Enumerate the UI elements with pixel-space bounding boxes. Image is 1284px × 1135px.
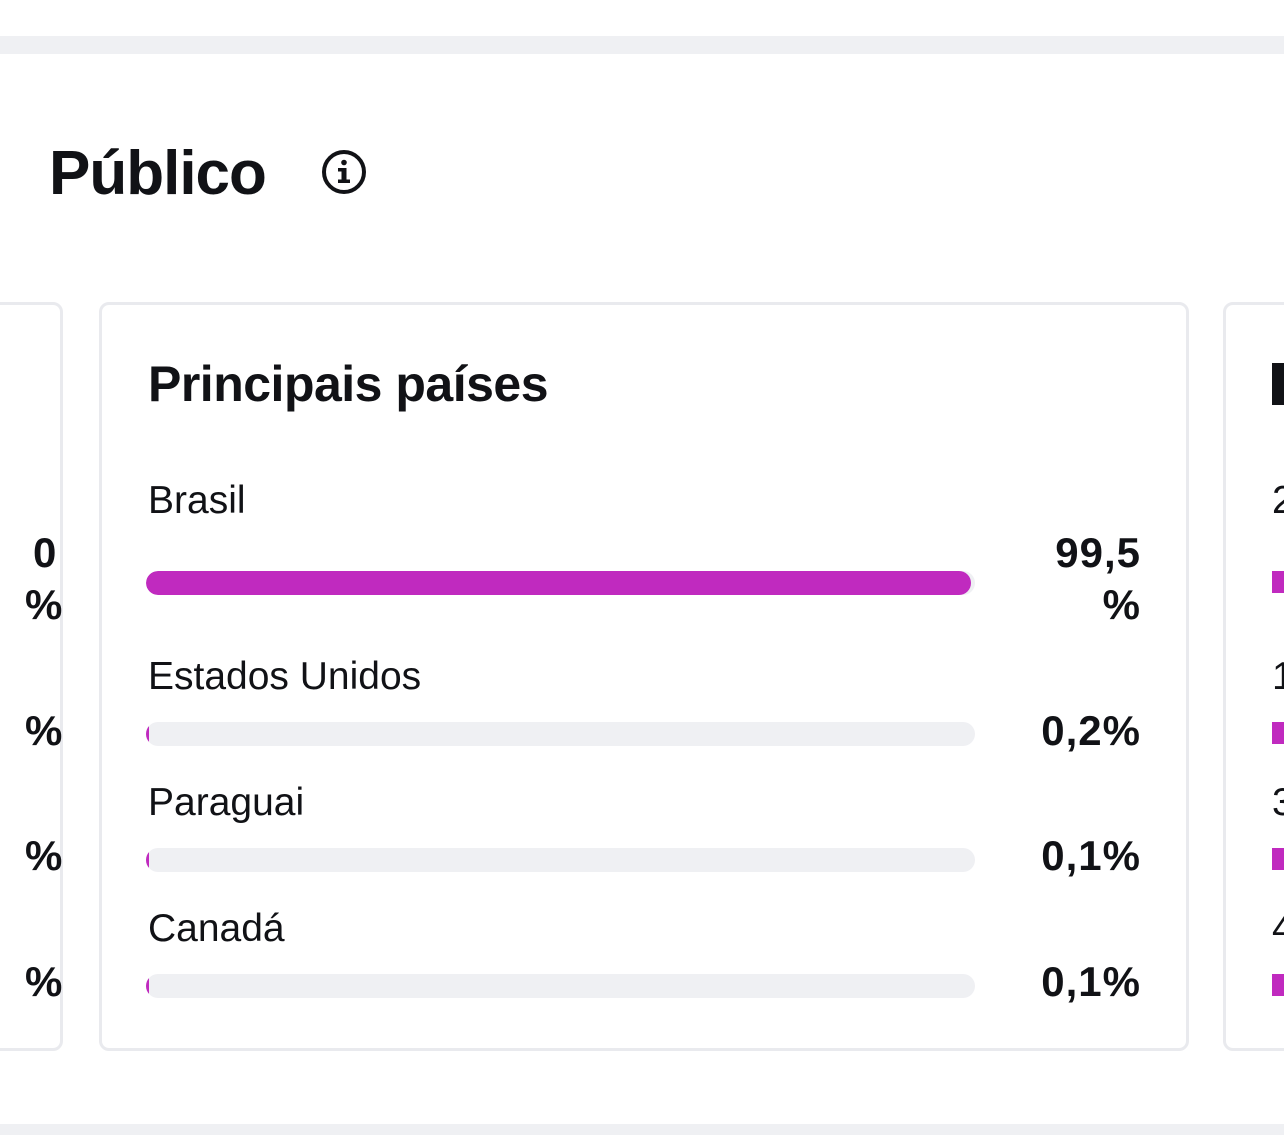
progress-fill	[146, 571, 971, 595]
previous-card: 0 % % % %	[0, 302, 63, 1051]
progress-bar	[146, 848, 975, 872]
fragment-text: 1	[1272, 655, 1284, 698]
progress-fill	[146, 848, 149, 872]
fragment-text: %	[25, 707, 63, 754]
fragment-text: %	[25, 958, 63, 1005]
fragment-text: 2	[1272, 479, 1284, 522]
progress-fill	[1272, 722, 1284, 744]
bottom-divider	[0, 1124, 1284, 1135]
country-label: Brasil	[148, 479, 246, 522]
progress-fill	[1272, 848, 1284, 870]
progress-fill	[146, 974, 149, 998]
progress-bar	[146, 571, 975, 595]
card-title: Principais países	[148, 356, 549, 412]
progress-bar	[146, 722, 975, 746]
progress-bar	[146, 974, 975, 998]
fragment-text: %	[25, 832, 63, 879]
country-label: Estados Unidos	[148, 655, 422, 698]
progress-fill	[146, 722, 149, 746]
fragment-text: 4	[1272, 907, 1284, 950]
percent-value: 99,5 %	[1055, 529, 1141, 628]
top-divider	[0, 36, 1284, 54]
country-label: Paraguai	[148, 781, 305, 824]
next-card: 2 1 3 4	[1223, 302, 1284, 1051]
fragment-text: 3	[1272, 781, 1284, 824]
percent-value: 0,2%	[1041, 707, 1141, 754]
section-title: Público	[49, 139, 267, 208]
fragment-text: %	[25, 581, 63, 628]
country-label: Canadá	[148, 907, 285, 950]
card-title-fragment	[1272, 363, 1284, 405]
top-countries-card: Principais países Brasil 99,5 % Estados …	[99, 302, 1189, 1051]
info-circle-icon[interactable]	[320, 148, 368, 196]
fragment-text: 0	[33, 529, 57, 576]
percent-value: 0,1%	[1041, 832, 1141, 879]
percent-value: 0,1%	[1041, 958, 1141, 1005]
progress-fill	[1272, 571, 1284, 593]
progress-fill	[1272, 974, 1284, 996]
